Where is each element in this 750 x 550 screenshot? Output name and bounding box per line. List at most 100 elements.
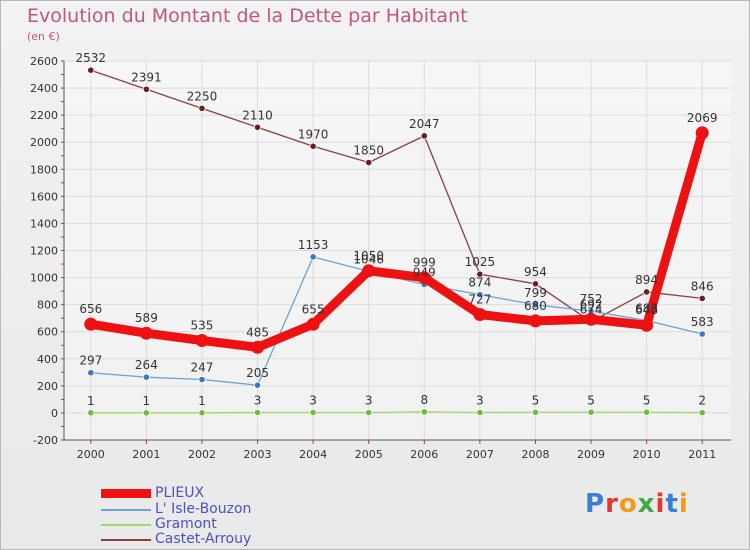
x-tick-label: 2009 bbox=[577, 448, 605, 461]
y-tick-label: 2600 bbox=[30, 55, 58, 68]
data-label: 2069 bbox=[687, 111, 718, 125]
data-point bbox=[420, 132, 428, 140]
y-tick-label: 1400 bbox=[30, 217, 58, 230]
data-point bbox=[476, 291, 484, 299]
brand-letter: o bbox=[618, 489, 638, 519]
x-tick-label: 2006 bbox=[410, 448, 438, 461]
data-label: 1970 bbox=[298, 127, 329, 141]
data-point bbox=[640, 318, 654, 332]
data-label: 3 bbox=[476, 394, 484, 408]
data-point bbox=[87, 409, 95, 417]
brand-letter: P bbox=[585, 489, 606, 519]
chart-title: Evolution du Montant de la Dette par Hab… bbox=[27, 5, 468, 27]
legend-item-gramont: Gramont bbox=[101, 516, 361, 533]
y-tick-label: 800 bbox=[37, 299, 58, 312]
x-tick-label: 2002 bbox=[188, 448, 216, 461]
data-label: 535 bbox=[191, 319, 214, 333]
legend-item-isle-bouzon: L' Isle-Bouzon bbox=[101, 501, 361, 518]
data-label: 1046 bbox=[353, 252, 384, 266]
data-label: 949 bbox=[413, 265, 436, 279]
data-label: 5 bbox=[643, 393, 651, 407]
data-label: 247 bbox=[191, 360, 214, 374]
data-point bbox=[195, 334, 209, 348]
data-point bbox=[420, 408, 428, 416]
data-point bbox=[309, 142, 317, 150]
data-label: 894 bbox=[635, 273, 658, 287]
data-label: 2532 bbox=[76, 51, 107, 65]
data-label: 589 bbox=[135, 311, 158, 325]
data-point bbox=[531, 301, 540, 309]
data-point bbox=[528, 314, 542, 328]
x-tick-label: 2004 bbox=[299, 448, 327, 461]
x-tick-label: 2000 bbox=[77, 448, 105, 461]
data-label: 752 bbox=[580, 292, 603, 306]
data-point bbox=[531, 280, 540, 288]
data-label: 1050 bbox=[353, 249, 384, 263]
data-label: 205 bbox=[246, 366, 269, 380]
legend-swatch bbox=[101, 489, 151, 498]
legend-swatch bbox=[101, 524, 151, 526]
brand-logo: Proxiti bbox=[585, 489, 689, 519]
data-label: 874 bbox=[468, 276, 491, 290]
data-point bbox=[253, 123, 262, 131]
data-label: 2391 bbox=[131, 70, 162, 84]
data-label: 264 bbox=[135, 358, 158, 372]
data-label: 1025 bbox=[465, 255, 496, 269]
data-point bbox=[251, 340, 265, 354]
data-label: 2 bbox=[698, 394, 706, 408]
y-tick-label: 200 bbox=[37, 380, 58, 393]
legend-label: PLIEUX bbox=[155, 485, 205, 501]
series-line bbox=[90, 411, 703, 414]
y-tick-label: 1000 bbox=[30, 272, 58, 285]
data-point bbox=[698, 294, 706, 303]
data-label: 655 bbox=[302, 302, 325, 316]
chart-subtitle: (en €) bbox=[27, 30, 60, 43]
data-label: 1 bbox=[198, 394, 206, 408]
series-line bbox=[86, 128, 707, 352]
legend-item-castet-arrouy: Castet-Arrouy bbox=[101, 531, 361, 548]
x-tick-label: 2005 bbox=[355, 448, 383, 461]
data-label: 727 bbox=[468, 293, 491, 307]
brand-letter: i bbox=[655, 489, 666, 519]
legend-swatch bbox=[101, 539, 151, 541]
data-point bbox=[84, 317, 98, 331]
data-point bbox=[87, 369, 95, 377]
data-label: 1850 bbox=[353, 144, 384, 158]
data-label: 5 bbox=[532, 393, 540, 407]
data-point bbox=[306, 317, 320, 331]
data-point bbox=[253, 381, 262, 389]
data-point bbox=[142, 373, 150, 381]
data-label: 5 bbox=[587, 393, 595, 407]
line-chart: -200 0 200 400 600 800 1000 1200 1400 1600 1800 200… bbox=[30, 51, 731, 461]
data-label: 3 bbox=[254, 394, 262, 408]
x-tick-label: 2011 bbox=[688, 448, 716, 461]
x-tick-label: 2001 bbox=[132, 448, 160, 461]
data-label: 2047 bbox=[409, 117, 440, 131]
brand-letter: i bbox=[678, 489, 689, 519]
data-label: 1 bbox=[143, 394, 151, 408]
legend-label: Gramont bbox=[155, 516, 217, 532]
data-point bbox=[142, 409, 150, 417]
data-label: 692 bbox=[580, 297, 603, 311]
data-point bbox=[198, 375, 206, 384]
y-tick-label: 2200 bbox=[30, 109, 58, 122]
legend-label: L' Isle-Bouzon bbox=[155, 501, 252, 517]
y-tick-label: 0 bbox=[51, 407, 58, 420]
y-tick-label: 1200 bbox=[30, 245, 58, 258]
y-tick-label: 1800 bbox=[30, 163, 58, 176]
y-tick-label: 600 bbox=[37, 326, 58, 339]
data-point bbox=[87, 66, 95, 74]
data-label: 2110 bbox=[242, 108, 273, 122]
data-label: 583 bbox=[691, 315, 714, 329]
x-tick-label: 2007 bbox=[466, 448, 494, 461]
x-tick-label: 2008 bbox=[521, 448, 549, 461]
data-label: 3 bbox=[309, 394, 317, 408]
legend-label: Castet-Arrouy bbox=[155, 531, 252, 547]
data-point bbox=[417, 271, 431, 285]
data-label: 683 bbox=[635, 301, 658, 315]
data-label: 485 bbox=[246, 325, 269, 339]
data-point bbox=[253, 408, 262, 417]
data-point bbox=[309, 408, 317, 417]
data-label: 674 bbox=[580, 303, 603, 317]
